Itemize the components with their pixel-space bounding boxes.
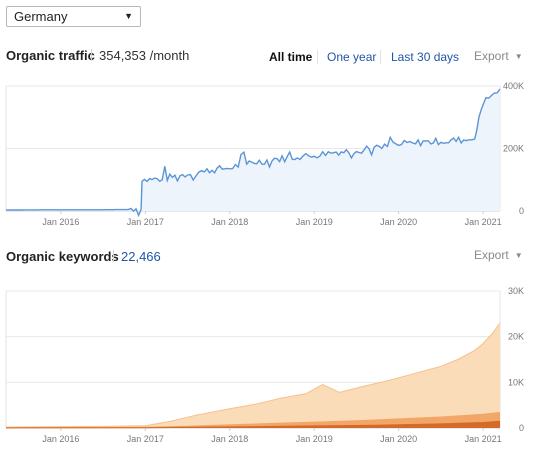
traffic-export-button[interactable]: Export ▼ <box>474 49 523 63</box>
traffic-value: 354,353 /month <box>99 48 190 63</box>
x-tick-label: Jan 2018 <box>211 434 248 444</box>
country-select[interactable]: Germany ▼ <box>6 6 141 27</box>
country-select-value: Germany <box>14 9 68 24</box>
keywords-export-label: Export <box>474 248 509 262</box>
organic-keywords-chart: 30K 20K 10K 0 Jan 2016 Jan 2017 Jan 2018 Jan 20… <box>5 286 524 444</box>
traffic-title: Organic traffic <box>6 48 95 63</box>
y-tick-label: 30K <box>508 286 524 296</box>
keywords-title-divider <box>113 250 114 262</box>
y-tick-label: 10K <box>508 377 524 387</box>
x-tick-label: Jan 2016 <box>42 217 79 227</box>
y-tick-label: 400K <box>503 81 524 91</box>
x-tick-label: Jan 2016 <box>42 434 79 444</box>
series-line <box>5 420 501 429</box>
traffic-title-divider <box>91 49 92 61</box>
y-tick-label: 20K <box>508 332 524 342</box>
y-tick-label: 0 <box>519 423 524 433</box>
x-tick-label: Jan 2021 <box>465 217 502 227</box>
keywords-title: Organic keywords <box>6 249 119 264</box>
series-area <box>6 323 500 428</box>
series-line <box>5 322 501 428</box>
series-area <box>6 412 500 428</box>
organic-traffic-chart: 400K 200K 0 Jan 2016 Jan 2017 Jan 2018 Jan 201… <box>5 81 524 227</box>
range-separator <box>317 50 318 64</box>
y-tick-label: 200K <box>503 144 524 154</box>
keywords-value: 22,466 <box>121 249 161 264</box>
x-tick-label: Jan 2017 <box>127 434 164 444</box>
caret-down-icon: ▼ <box>514 251 523 260</box>
range-one-year-button[interactable]: One year <box>327 50 377 64</box>
traffic-export-label: Export <box>474 49 509 63</box>
x-tick-label: Jan 2019 <box>296 217 333 227</box>
x-tick-label: Jan 2019 <box>296 434 333 444</box>
range-all-time-button[interactable]: All time <box>269 50 313 64</box>
x-tick-label: Jan 2017 <box>127 217 164 227</box>
range-last-30-days-button[interactable]: Last 30 days <box>391 50 460 64</box>
x-tick-label: Jan 2021 <box>465 434 502 444</box>
chevron-down-icon: ▼ <box>124 11 133 21</box>
series-area <box>6 421 500 428</box>
x-tick-label: Jan 2018 <box>211 217 248 227</box>
x-tick-label: Jan 2020 <box>380 217 417 227</box>
keywords-export-button[interactable]: Export ▼ <box>474 248 523 262</box>
range-separator <box>380 50 381 64</box>
series-line <box>5 88 501 218</box>
x-tick-label: Jan 2020 <box>380 434 417 444</box>
series-area <box>6 89 500 216</box>
caret-down-icon: ▼ <box>514 52 523 61</box>
y-tick-label: 0 <box>519 206 524 216</box>
